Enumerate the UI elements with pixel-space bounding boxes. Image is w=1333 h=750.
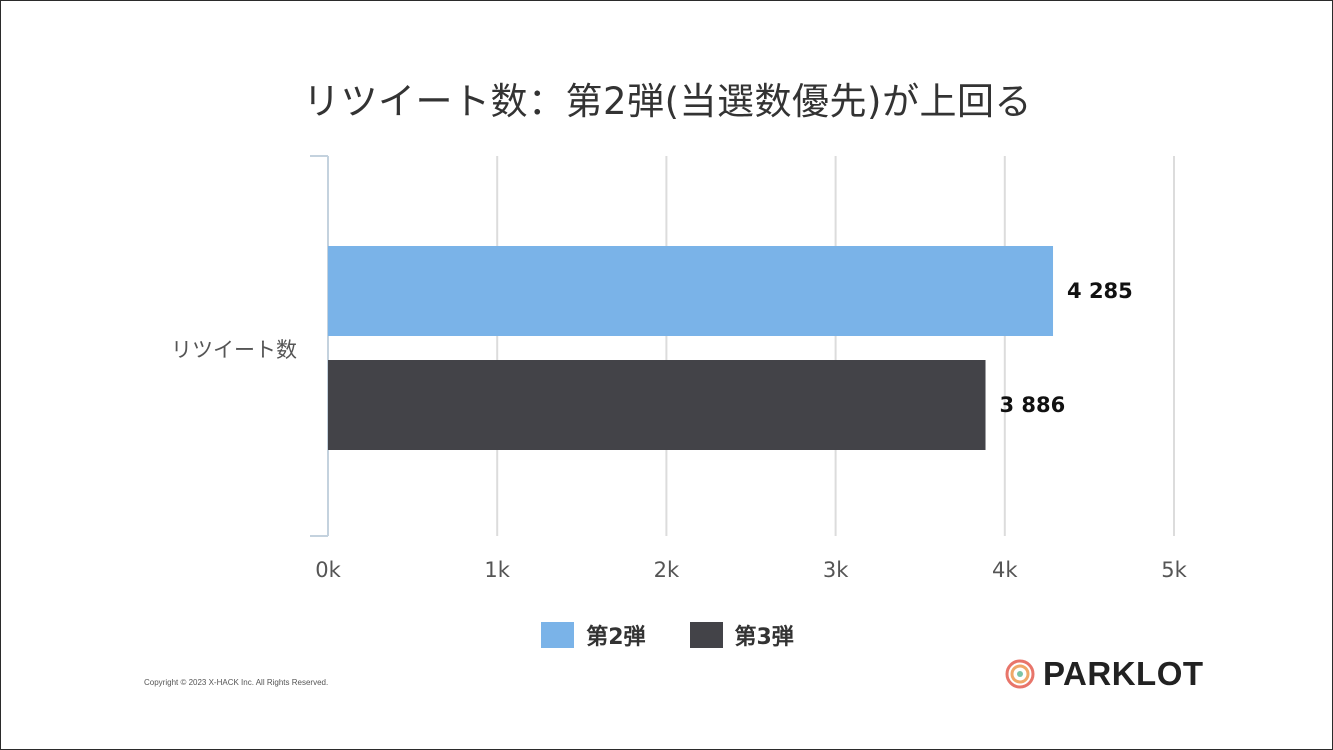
legend-item-series-1[interactable]: 第2弾 — [541, 619, 646, 651]
chart-title: リツイート数：第2弾(当選数優先)が上回る — [303, 80, 1032, 123]
legend-swatch-series-2 — [689, 622, 723, 648]
x-tick-label: 3k — [823, 558, 849, 582]
data-label-2: 3 886 — [1000, 393, 1066, 417]
legend-label-series-2: 第3弾 — [734, 625, 794, 650]
x-tick-label: 4k — [992, 558, 1018, 582]
data-label-1: 4 285 — [1067, 279, 1133, 303]
legend-label-series-1: 第2弾 — [586, 625, 646, 650]
legend-item-series-2[interactable]: 第3弾 — [689, 619, 794, 651]
x-tick-label: 2k — [654, 558, 680, 582]
bar-1 — [328, 246, 1054, 336]
parklot-logo-text: PARKLOT — [1043, 655, 1204, 692]
x-tick-label: 1k — [484, 558, 510, 582]
x-tick-label: 5k — [1161, 558, 1187, 582]
parklot-logo: PARKLOT — [1005, 655, 1204, 693]
chart-legend: 第2弾 第3弾 — [1, 619, 1332, 651]
y-category-label: リツイート数 — [171, 338, 297, 362]
copyright-text: Copyright © 2023 X-HACK Inc. All Rights … — [144, 678, 329, 687]
legend-swatch-series-1 — [541, 622, 575, 648]
x-tick-label: 0k — [315, 558, 341, 582]
chart-plot-area: 0k 1k 2k 3k 4k 5k リツイート数 4 285 3 886 — [171, 155, 1188, 582]
parklot-logo-icon — [1005, 659, 1035, 689]
bar-2 — [328, 360, 986, 450]
